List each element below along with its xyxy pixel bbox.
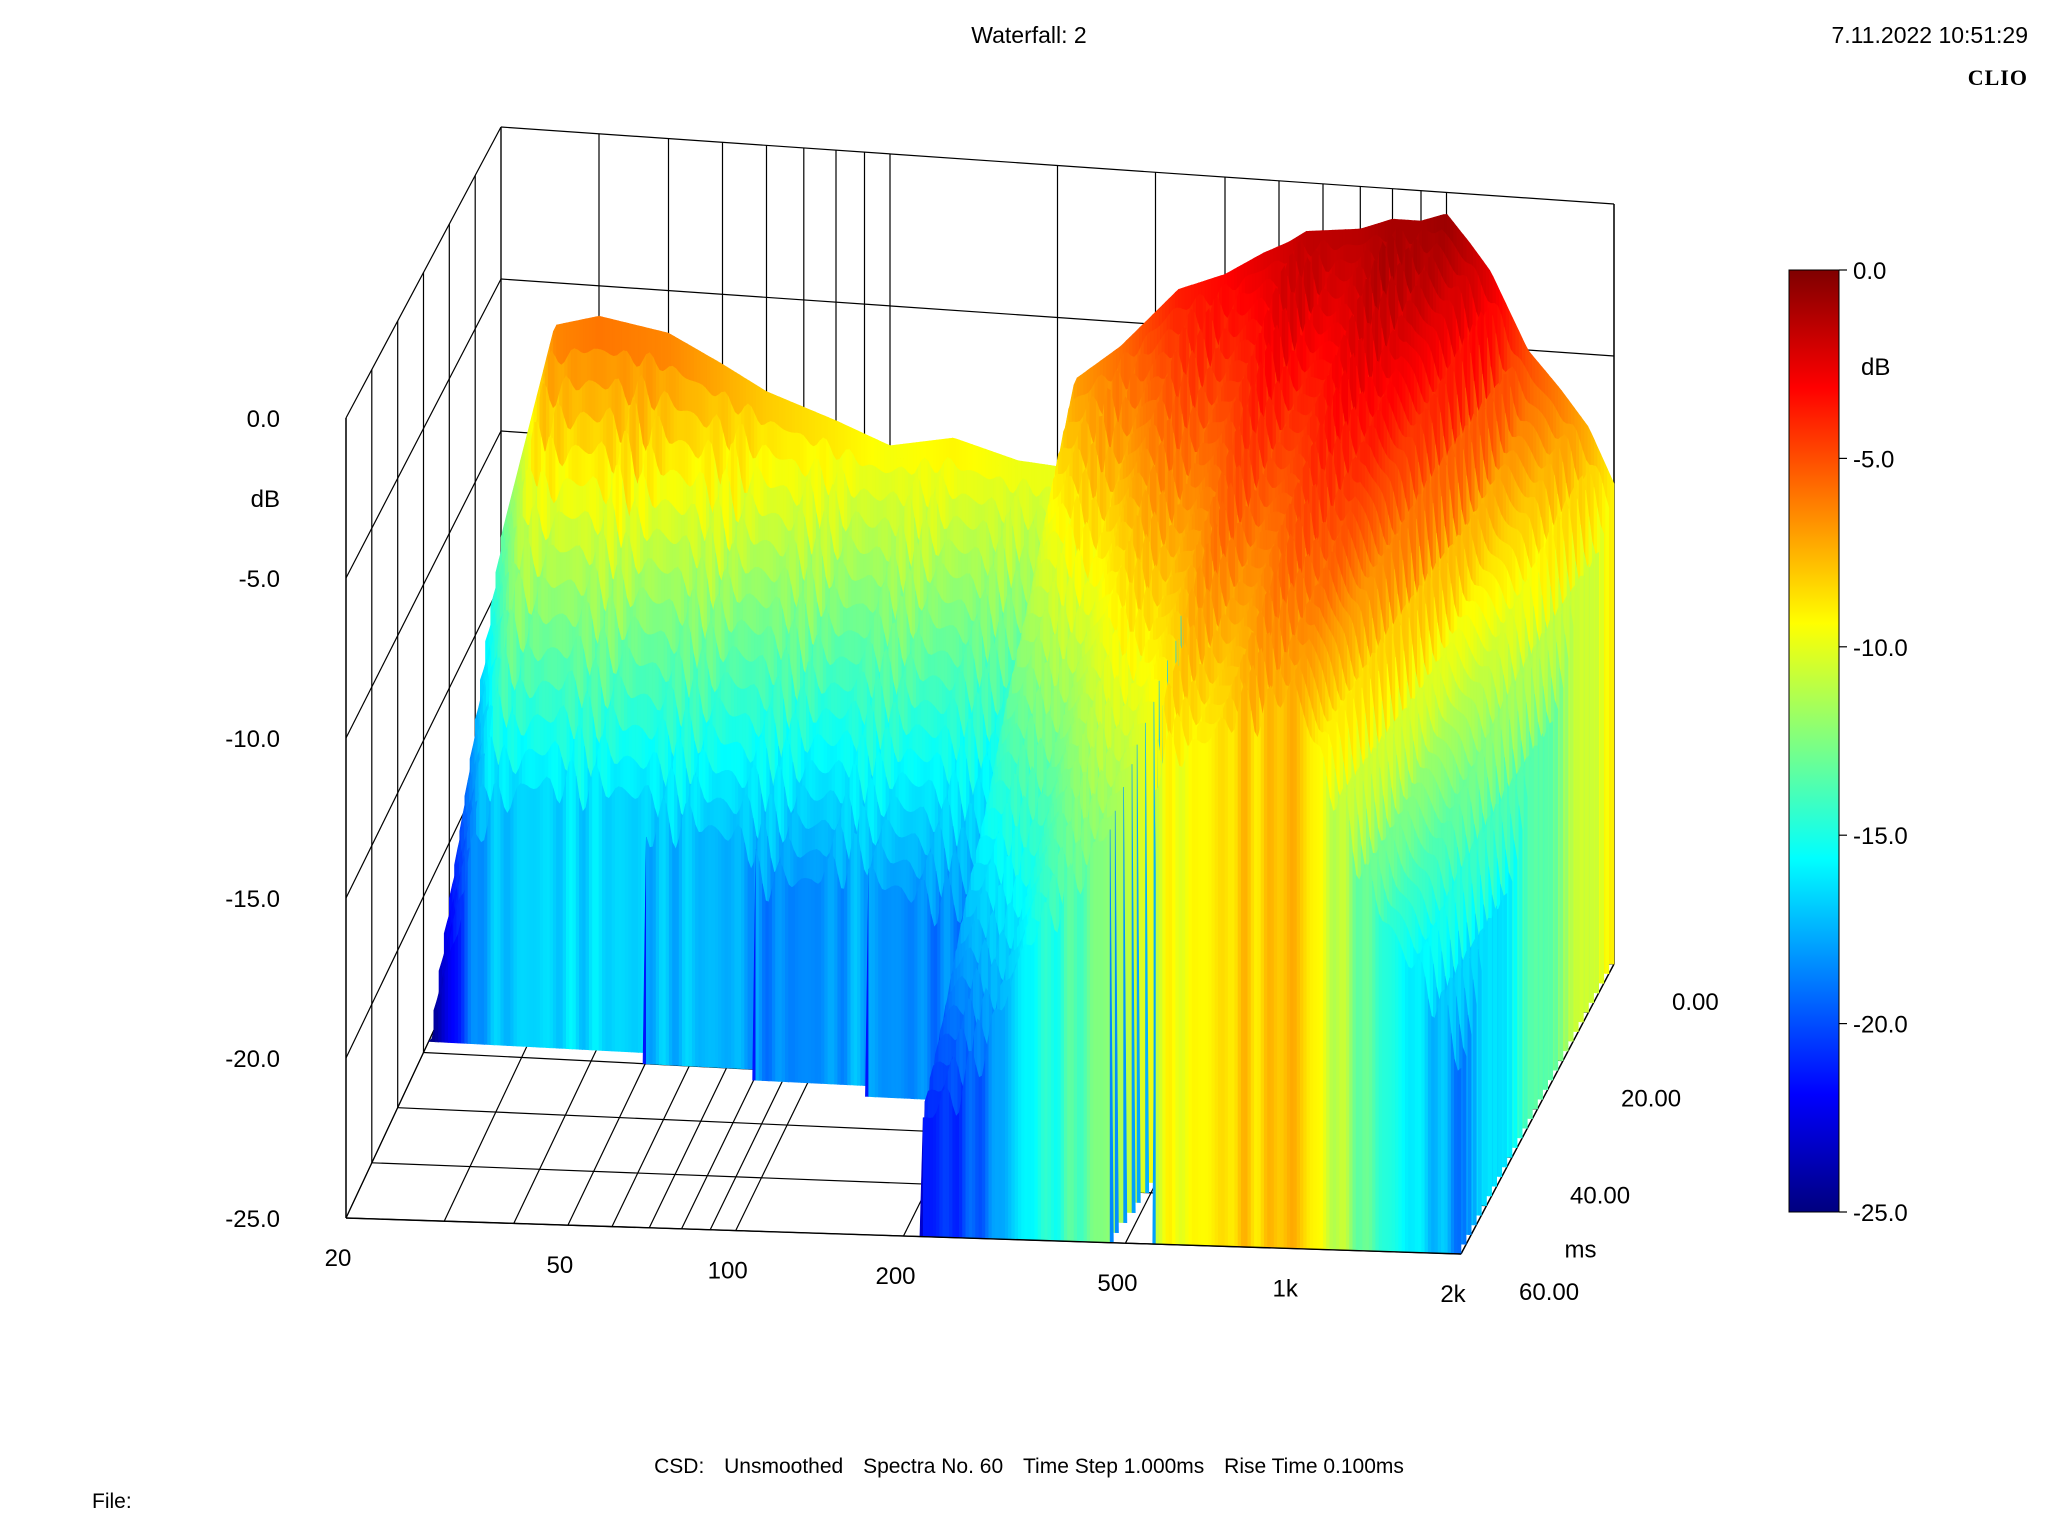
csd-label: CSD: bbox=[654, 1455, 705, 1478]
time-step: Time Step 1.000ms bbox=[1023, 1455, 1205, 1478]
side-wall-gridline bbox=[345, 126, 502, 419]
smoothing-value: Unsmoothed bbox=[724, 1455, 844, 1478]
frame-lines bbox=[345, 418, 1462, 1255]
colorbar-tick-label: -25.0 bbox=[1853, 1200, 1908, 1227]
colorbar: 0.0 -5.0 -10.0 -15.0 -20.0 -25.0 dB bbox=[1788, 258, 1908, 1227]
x-tick-label: 50 bbox=[547, 1252, 574, 1279]
side-wall-gridline bbox=[345, 278, 502, 579]
timestamp: 7.11.2022 10:51:29 bbox=[1831, 22, 2028, 48]
brand-logo-text: CLIO bbox=[1967, 65, 2028, 90]
colorbar-gradient bbox=[1788, 269, 1840, 1213]
colorbar-label: dB bbox=[1861, 354, 1890, 381]
spectra-count: Spectra No. 60 bbox=[863, 1455, 1004, 1478]
x-tick-label: 2k bbox=[1440, 1281, 1466, 1308]
z-axis-label: ms bbox=[1565, 1237, 1597, 1264]
colorbar-tick-label: -20.0 bbox=[1853, 1012, 1908, 1039]
axis-edge bbox=[345, 1217, 1462, 1255]
colorbar-tick-label: -10.0 bbox=[1853, 635, 1908, 662]
colorbar-tick-label: -5.0 bbox=[1853, 446, 1894, 473]
y-tick-label: -25.0 bbox=[225, 1206, 280, 1233]
z-tick-label: 20.00 bbox=[1621, 1086, 1681, 1113]
back-wall-gridline bbox=[500, 126, 1615, 205]
z-tick-label: 40.00 bbox=[1570, 1182, 1630, 1209]
y-tick-label: -20.0 bbox=[225, 1046, 280, 1073]
y-tick-label: 0.0 bbox=[247, 406, 280, 433]
colorbar-tick-label: 0.0 bbox=[1853, 258, 1886, 285]
chart-title: Waterfall: 2 bbox=[971, 22, 1087, 48]
x-tick-label: 20 bbox=[325, 1245, 352, 1272]
rise-time: Rise Time 0.100ms bbox=[1224, 1455, 1404, 1478]
y-axis-label: dB bbox=[251, 486, 280, 513]
waterfall-surface bbox=[427, 213, 1615, 1255]
file-label: File: bbox=[92, 1490, 132, 1513]
side-wall-gridline bbox=[345, 582, 502, 899]
x-tick-label: 200 bbox=[875, 1263, 915, 1290]
side-wall-gridline bbox=[345, 430, 502, 739]
z-tick-label: 0.00 bbox=[1672, 989, 1719, 1016]
y-tick-label: -5.0 bbox=[239, 566, 280, 593]
axis-labels: 0.0 -5.0 -10.0 -15.0 -20.0 -25.0 dB 20 50 100 200 5… bbox=[225, 406, 1718, 1308]
x-tick-label: 1k bbox=[1273, 1276, 1299, 1303]
z-tick-label: 60.00 bbox=[1519, 1279, 1579, 1306]
colorbar-tick-label: -15.0 bbox=[1853, 823, 1908, 850]
y-tick-label: -15.0 bbox=[225, 886, 280, 913]
footer-settings: CSD: Unsmoothed Spectra No. 60 Time Step… bbox=[647, 1455, 1411, 1479]
x-tick-label: 500 bbox=[1097, 1270, 1137, 1297]
x-tick-label: 100 bbox=[708, 1258, 748, 1285]
y-tick-label: -10.0 bbox=[225, 726, 280, 753]
